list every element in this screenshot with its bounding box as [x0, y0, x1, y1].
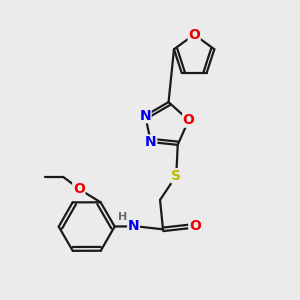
Text: O: O — [189, 219, 201, 233]
Text: S: S — [171, 169, 181, 183]
Text: O: O — [188, 28, 200, 42]
Text: N: N — [128, 219, 140, 233]
Text: N: N — [140, 109, 151, 123]
Text: O: O — [73, 182, 85, 196]
Text: N: N — [145, 135, 157, 149]
Text: H: H — [118, 212, 128, 222]
Text: O: O — [183, 113, 195, 127]
